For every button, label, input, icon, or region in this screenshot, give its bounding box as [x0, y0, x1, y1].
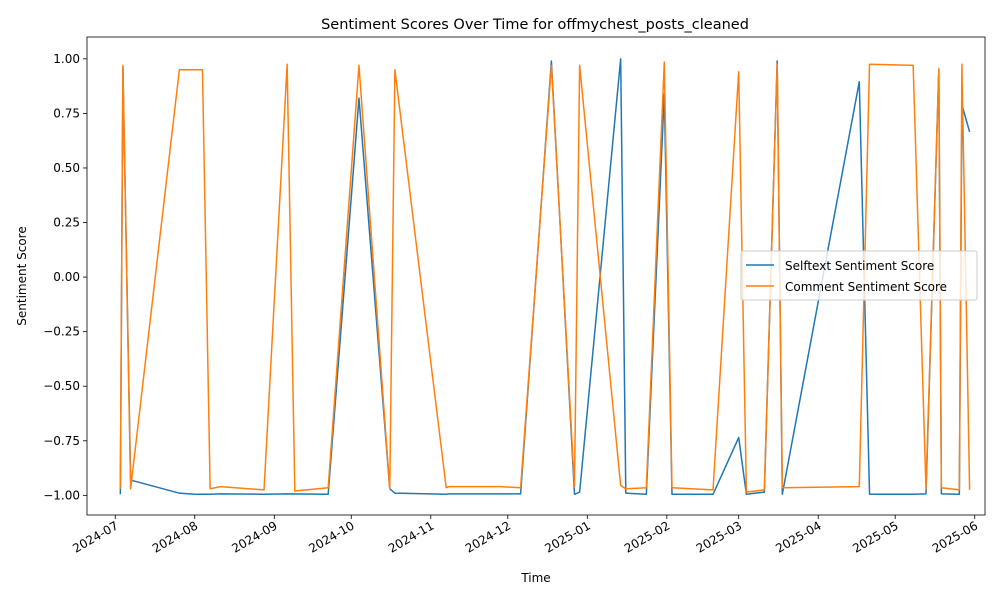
- x-tick-label: 2024-10: [306, 518, 356, 555]
- y-tick-label: −0.25: [43, 325, 80, 339]
- y-tick-label: 0.25: [53, 216, 80, 230]
- x-tick-label: 2025-01: [542, 518, 592, 555]
- y-tick-label: 0.00: [53, 270, 80, 284]
- x-tick-label: 2025-05: [850, 518, 900, 555]
- legend-box: [740, 250, 978, 301]
- x-tick-label: 2025-02: [622, 518, 672, 555]
- plot-lines: [119, 58, 971, 496]
- plot-area-frame: [86, 36, 986, 516]
- legend-label-selftext: Selftext Sentiment Score: [785, 259, 934, 273]
- x-tick-label: 2025-03: [694, 518, 744, 555]
- x-tick-label: 2024-12: [463, 518, 513, 555]
- y-tick-label: 1.00: [53, 52, 80, 66]
- chart-title: Sentiment Scores Over Time for offmyches…: [321, 17, 749, 33]
- x-tick-label: 2024-09: [229, 518, 279, 555]
- x-tick-label: 2024-08: [150, 518, 200, 555]
- x-axis-label: Time: [520, 571, 550, 585]
- x-tick-label: 2024-07: [70, 518, 120, 555]
- y-axis: 1.00 0.75 0.50 0.25 0.00 −0.25 −0.50 −0.75 −1.00: [43, 52, 87, 502]
- y-tick-label: 0.75: [53, 106, 80, 120]
- y-tick-label: −0.50: [43, 379, 80, 393]
- x-tick-label: 2025-06: [930, 518, 980, 555]
- legend-label-comment: Comment Sentiment Score: [785, 280, 947, 294]
- legend: Selftext Sentiment Score Comment Sentime…: [740, 250, 978, 301]
- y-tick-label: −1.00: [43, 488, 80, 502]
- x-tick-label: 2024-11: [386, 518, 436, 555]
- x-tick-label: 2025-04: [773, 518, 823, 555]
- y-axis-label: Sentiment Score: [15, 226, 29, 325]
- x-axis: 2024-07 2024-08 2024-09 2024-10 2024-11 2024-…: [70, 515, 980, 556]
- y-tick-label: 0.50: [53, 161, 80, 175]
- series-line-comment: [119, 61, 971, 493]
- y-tick-label: −0.75: [43, 434, 80, 448]
